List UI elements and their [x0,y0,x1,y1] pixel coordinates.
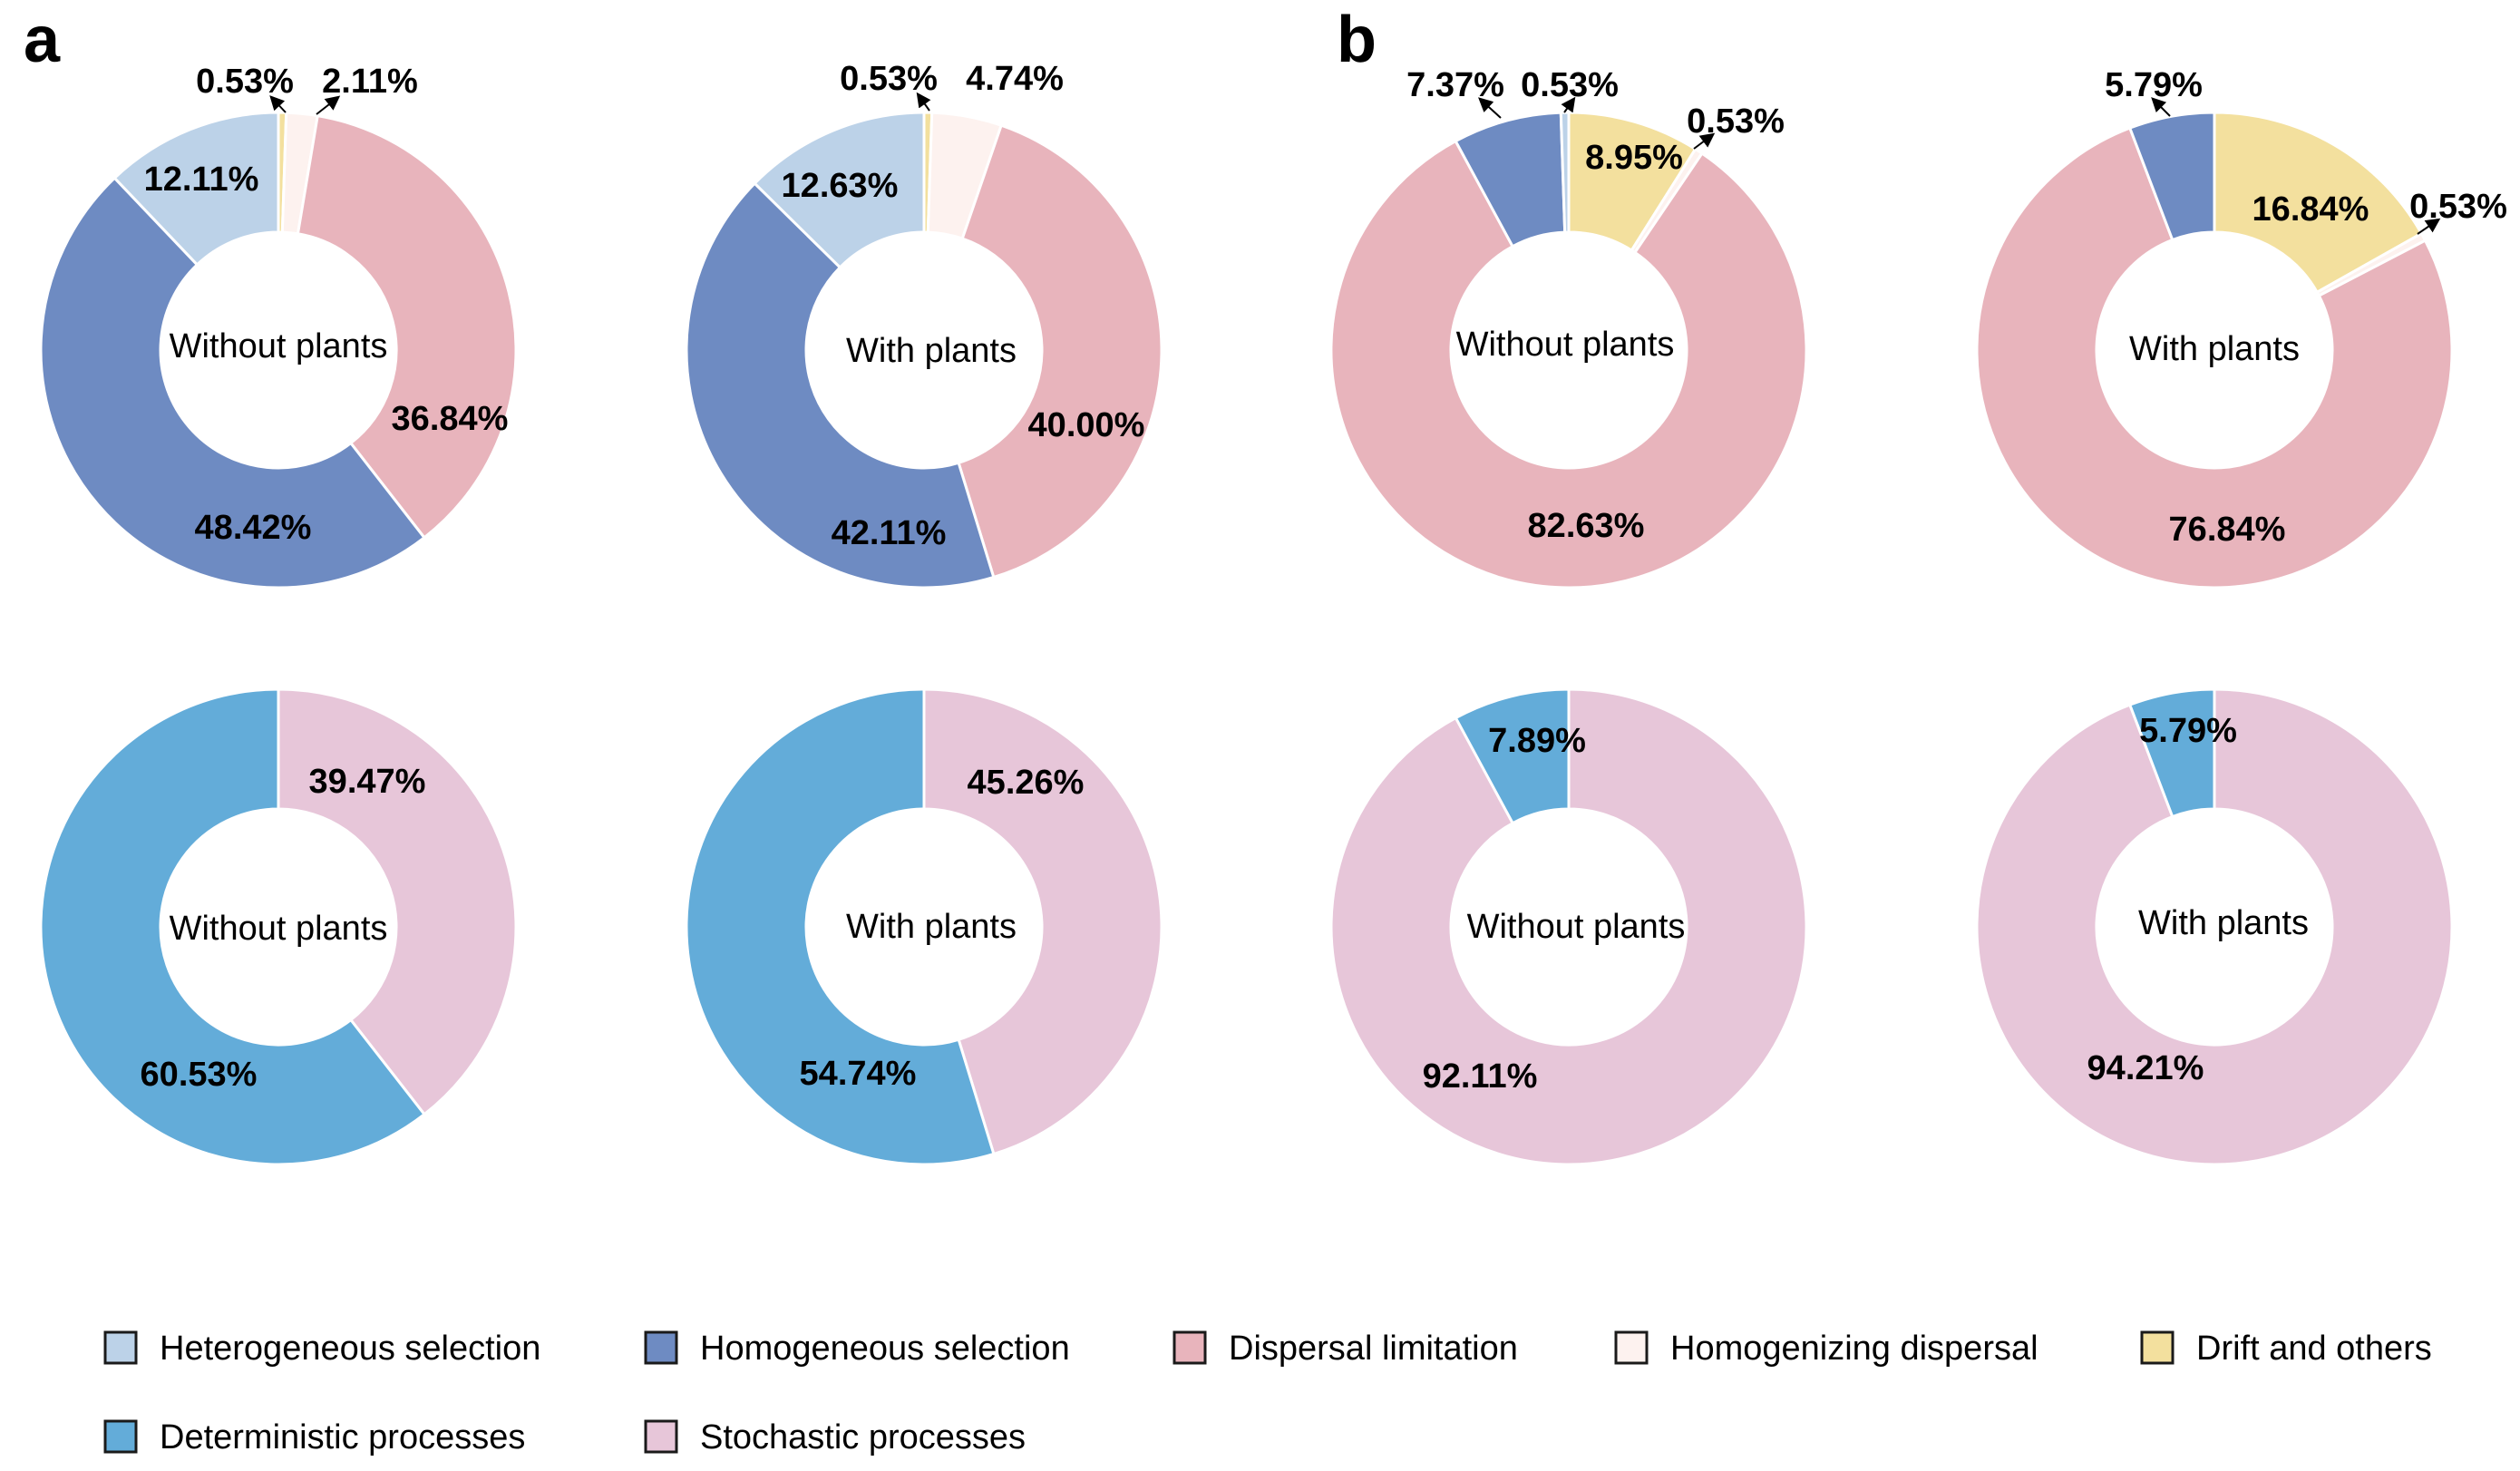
data-label-deterministic-processes: 5.79% [2139,712,2237,750]
legend-swatch [644,1330,678,1365]
donut-b-processes-with-plants: With plants 16.84% 0.53% 76.84% 5.79% [1975,66,2507,589]
slice-heterogeneous-selection [753,111,926,269]
data-label-homogenizing-dispersal: 0.53% [1687,102,1785,141]
donut-a-summary-with-plants: With plants 45.26% 54.74% [685,687,1163,1166]
slice-stochastic-processes [922,687,1163,1156]
slice-deterministic-processes [39,687,427,1166]
legend-item-drift-and-others: Drift and others [2140,1330,2432,1368]
slice-stochastic-processes [1329,687,1808,1166]
donut-center-label: Without plants [1456,326,1675,364]
legend-item-stochastic-processes: Stochastic processes [644,1418,1026,1456]
donut-center-label: Without plants [1467,908,1686,946]
data-label-drift-and-others: 0.53% [840,60,938,98]
leader-line [1693,132,1716,150]
data-label-homogeneous-selection: 7.37% [1406,66,1504,104]
slice-stochastic-processes [1975,687,2454,1166]
legend-swatch [2140,1330,2175,1365]
donut-a-summary-without-plants: Without plants 39.47% 60.53% [39,687,518,1166]
data-label-homogenizing-dispersal: 4.74% [966,60,1064,98]
legend-swatch [1172,1330,1207,1365]
legend-label: Heterogeneous selection [160,1330,540,1368]
slice-homogeneous-selection [2127,111,2216,242]
leader-line [2417,218,2441,235]
legend-label: Dispersal limitation [1229,1330,1518,1368]
legend: Heterogeneous selection Homogeneous selec… [103,1330,2432,1456]
legend-item-deterministic-processes: Deterministic processes [103,1418,525,1456]
slice-drift-and-others [2213,111,2424,295]
legend-swatch [103,1419,138,1454]
data-label-deterministic-processes: 7.89% [1488,722,1586,760]
data-label-drift-and-others: 16.84% [2252,190,2369,229]
slice-homogeneous-selection [39,176,426,589]
data-label-drift-and-others: 0.53% [196,63,294,101]
donut-center-label: With plants [846,332,1017,370]
legend-swatch [644,1419,678,1454]
legend-swatch [103,1330,138,1365]
slice-homogeneous-selection [685,181,996,589]
legend-item-heterogeneous-selection: Heterogeneous selection [103,1330,540,1368]
donut-a-processes-without-plants: Without plants 0.53% 2.11% 36.84% 48.42% 12.1… [39,63,518,589]
data-label-heterogeneous-selection: 12.63% [782,167,899,205]
legend-label: Deterministic processes [160,1418,525,1456]
data-label-heterogeneous-selection: 0.53% [1521,66,1619,104]
slice-stochastic-processes [277,687,518,1116]
donut-center-label: Without plants [170,910,388,948]
slice-dispersal-limitation [1329,139,1808,589]
data-label-homogeneous-selection: 5.79% [2105,66,2203,104]
slice-heterogeneous-selection [112,111,280,267]
legend-label: Homogeneous selection [700,1330,1070,1368]
panel-label-a: a [24,4,61,76]
panel-label-b: b [1337,4,1377,76]
legend-label: Drift and others [2196,1330,2432,1368]
leader-line [316,95,341,115]
data-label-deterministic-processes: 54.74% [800,1055,917,1093]
data-label-deterministic-processes: 60.53% [141,1056,258,1094]
donut-charts: Without plants 0.53% 2.11% 36.84% 48.42% 12.1… [39,60,2507,1166]
data-label-dispersal-limitation: 36.84% [392,400,509,438]
data-label-dispersal-limitation: 76.84% [2169,511,2286,549]
legend-label: Homogenizing dispersal [1670,1330,2038,1368]
data-label-stochastic-processes: 92.11% [1423,1057,1538,1096]
slice-dispersal-limitation [296,113,518,540]
donut-a-processes-with-plants: With plants 0.53% 4.74% 40.00% 42.11% 12.63% [685,60,1163,589]
legend-label: Stochastic processes [700,1418,1026,1456]
data-label-homogeneous-selection: 42.11% [832,514,947,552]
data-label-drift-and-others: 8.95% [1585,139,1683,177]
legend-swatch [1614,1330,1649,1365]
slice-dispersal-limitation [1975,126,2454,589]
data-label-heterogeneous-selection: 12.11% [144,161,259,199]
donut-center-label: With plants [846,908,1017,946]
data-label-stochastic-processes: 45.26% [968,764,1085,802]
data-label-homogeneous-selection: 48.42% [195,509,312,547]
data-label-stochastic-processes: 39.47% [309,763,426,801]
data-label-stochastic-processes: 94.21% [2087,1049,2204,1087]
slice-dispersal-limitation [957,123,1163,580]
donut-b-summary-without-plants: Without plants 92.11% 7.89% [1329,687,1808,1166]
slice-deterministic-processes [1454,687,1571,825]
slice-deterministic-processes [2127,687,2216,819]
leader-line [1561,96,1576,113]
data-label-dispersal-limitation: 82.63% [1528,507,1645,545]
data-label-dispersal-limitation: 40.00% [1028,406,1145,444]
leader-line [2151,97,2171,117]
slice-deterministic-processes [685,687,996,1166]
leader-line [916,92,931,112]
donut-center-label: With plants [2129,330,2300,368]
legend-item-homogenizing-dispersal: Homogenizing dispersal [1614,1330,2038,1368]
data-label-homogenizing-dispersal: 0.53% [2409,188,2507,226]
leader-line [269,95,287,113]
donut-b-summary-with-plants: With plants 94.21% 5.79% [1975,687,2454,1166]
legend-item-homogeneous-selection: Homogeneous selection [644,1330,1070,1368]
leader-line [1478,97,1502,119]
data-label-homogenizing-dispersal: 2.11% [322,63,418,101]
legend-item-dispersal-limitation: Dispersal limitation [1172,1330,1518,1368]
donut-center-label: With plants [2138,904,2309,942]
donut-center-label: Without plants [170,327,388,365]
